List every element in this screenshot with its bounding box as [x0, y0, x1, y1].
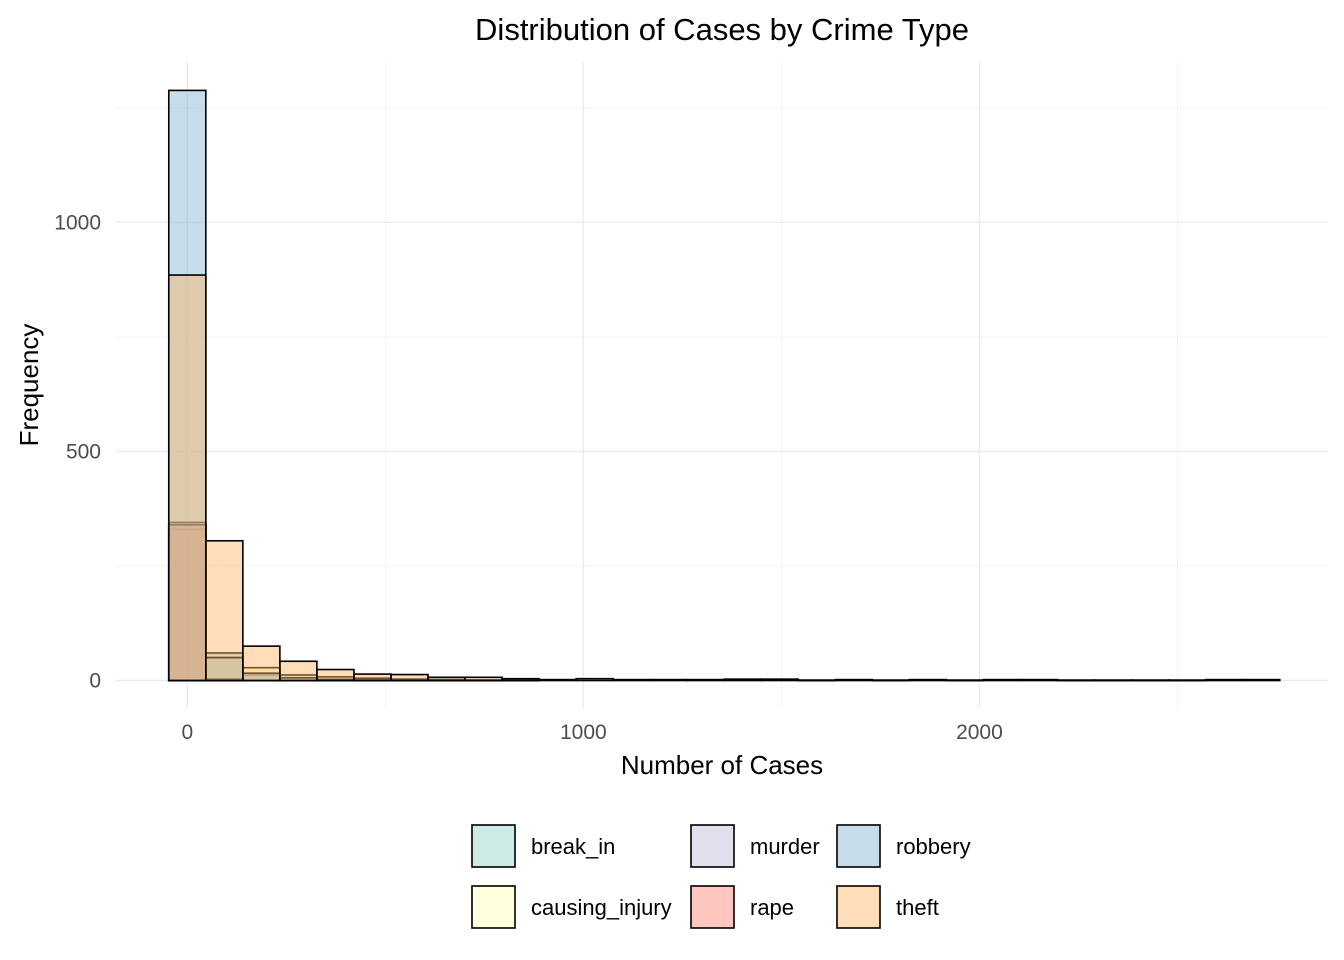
histogram-bar	[279, 660, 318, 682]
plot-panel: 0 1000 2000 0 500 1000	[54, 62, 1328, 744]
legend-label: causing_injury	[531, 895, 672, 920]
legend-item-robbery: robbery	[836, 824, 971, 868]
x-tick-label: 0	[181, 721, 193, 744]
histogram-bar	[316, 668, 355, 682]
histogram-bars	[167, 89, 1281, 682]
histogram-bar	[1130, 679, 1170, 682]
legend-swatch	[690, 824, 735, 868]
histogram-bar	[464, 676, 503, 682]
histogram-bar	[205, 539, 244, 682]
histogram-bar	[834, 678, 874, 682]
legend-item-break-in: break_in	[471, 824, 615, 868]
histogram-bar	[242, 645, 281, 682]
histogram-bar	[167, 274, 207, 682]
histogram-bar	[760, 678, 800, 682]
legend-item-rape: rape	[690, 885, 794, 929]
legend-swatch	[471, 824, 516, 868]
legend-label: theft	[896, 895, 939, 920]
legend-swatch	[836, 885, 881, 929]
histogram-bar	[390, 673, 429, 682]
x-axis-title: Number of Cases	[621, 750, 823, 780]
y-tick-label: 0	[89, 670, 101, 693]
y-tick-label: 1000	[54, 211, 101, 234]
x-axis-ticks: 0 1000 2000	[181, 721, 1002, 744]
histogram-bar	[427, 676, 466, 682]
series-theft	[167, 274, 1281, 682]
legend-label: rape	[750, 895, 794, 920]
histogram-bar	[1204, 678, 1244, 682]
legend-swatch	[471, 885, 516, 929]
histogram-bar	[1167, 679, 1207, 682]
histogram-bar	[538, 678, 577, 682]
legend-item-causing-injury: causing_injury	[471, 885, 672, 929]
histogram-bar	[167, 523, 207, 682]
histogram-bar	[649, 678, 689, 682]
histogram-bar	[1241, 678, 1281, 682]
legend-swatch	[836, 824, 881, 868]
y-axis-title: Frequency	[14, 324, 44, 447]
histogram-bar	[167, 528, 207, 682]
legend-item-theft: theft	[836, 885, 939, 929]
legend: break_in murder robbery causing_injury rape t…	[471, 824, 971, 929]
histogram-bar	[797, 679, 837, 682]
y-axis-ticks: 0 500 1000	[54, 211, 101, 692]
histogram-bar	[908, 678, 948, 682]
histogram-bar	[167, 89, 207, 682]
histogram-bar	[723, 678, 763, 682]
histogram-bar	[1019, 678, 1059, 682]
histogram-bar	[982, 678, 1022, 682]
legend-label: break_in	[531, 834, 615, 859]
histogram-bar	[686, 678, 726, 682]
legend-item-murder: murder	[690, 824, 820, 868]
histogram-bar	[1093, 679, 1133, 682]
histogram-bar	[871, 679, 911, 682]
histogram-bar	[612, 678, 652, 682]
histogram-bar	[945, 679, 985, 682]
histogram-bar	[501, 677, 540, 682]
x-tick-label: 1000	[560, 721, 607, 744]
legend-swatch	[690, 885, 735, 929]
chart-title: Distribution of Cases by Crime Type	[475, 12, 969, 47]
legend-label: robbery	[896, 834, 971, 859]
grid-lines	[116, 62, 1328, 708]
legend-label: murder	[750, 834, 820, 859]
histogram-bar	[1056, 679, 1096, 682]
histogram-bar	[353, 673, 392, 682]
x-tick-label: 2000	[956, 721, 1003, 744]
histogram-bar	[575, 677, 614, 682]
y-tick-label: 500	[66, 440, 101, 463]
